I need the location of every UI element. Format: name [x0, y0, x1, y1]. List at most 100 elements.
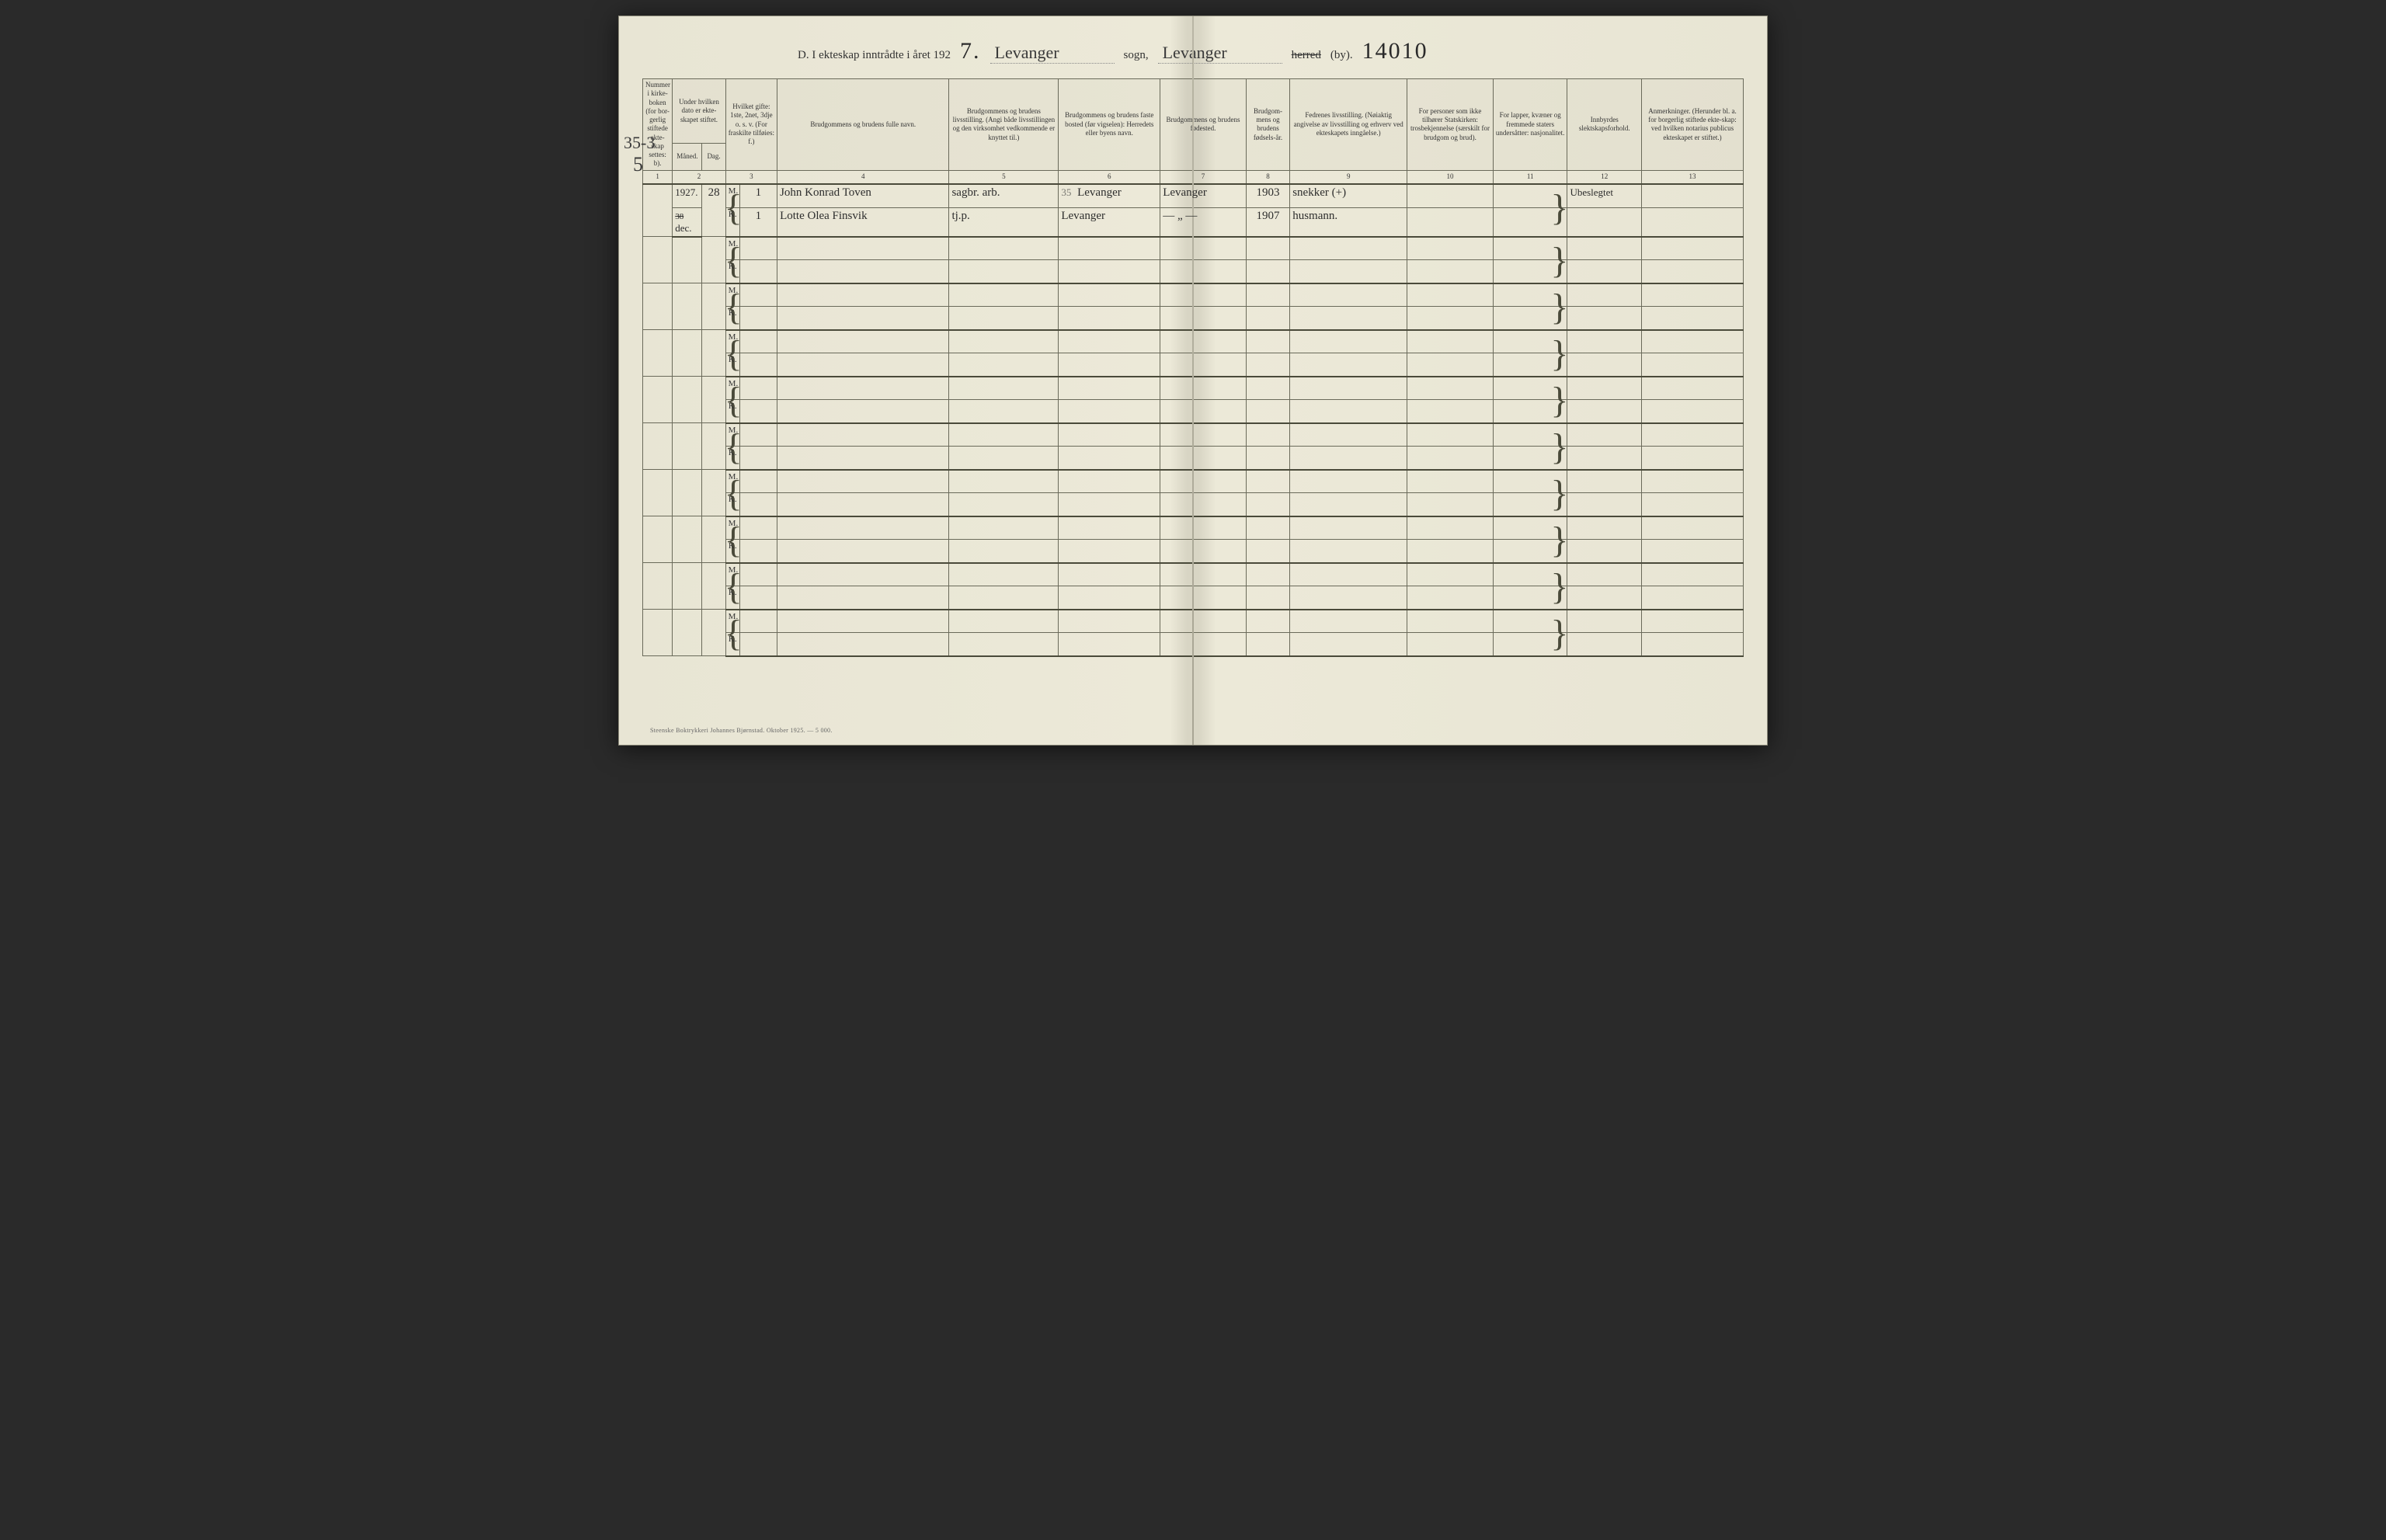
cell-empty	[643, 330, 673, 377]
cell-empty	[1246, 540, 1289, 563]
cell-empty	[1290, 540, 1407, 563]
cell-empty	[739, 540, 777, 563]
cell-empty	[739, 516, 777, 540]
cell-empty	[1160, 307, 1247, 330]
col-header: Brudgommens og brudens livsstilling. (An…	[949, 79, 1059, 171]
title-sogn-label: sogn,	[1124, 49, 1149, 62]
cell-empty	[777, 307, 949, 330]
mk-m: M.	[729, 239, 739, 249]
cell-empty	[1246, 353, 1289, 377]
cell-empty	[1493, 633, 1567, 656]
table-body: 1927. 28 { M. 1 John Konrad Toven sagbr.…	[643, 184, 1744, 656]
colnum: 9	[1290, 170, 1407, 184]
ledger-book-spread: 35-3 5 D. I ekteskap inntrådte i året 19…	[618, 16, 1768, 746]
cell-empty	[739, 447, 777, 470]
mk-label: {M.	[725, 423, 739, 447]
colnum: 4	[777, 170, 949, 184]
mk-label: K.	[725, 207, 739, 237]
cell-empty	[949, 330, 1059, 353]
cell-empty	[1290, 586, 1407, 610]
cell-empty	[1642, 353, 1744, 377]
cell-empty	[673, 470, 702, 516]
cell-bosted: 35 Levanger	[1059, 184, 1160, 207]
mk-m: M.	[729, 612, 739, 621]
table-row: K.	[643, 586, 1744, 610]
cell-empty	[777, 283, 949, 307]
cell-bosted-text: Levanger	[1077, 186, 1122, 199]
mk-label: {M.	[725, 283, 739, 307]
cell-empty	[1290, 516, 1407, 540]
cell-empty	[739, 470, 777, 493]
colnum: 13	[1642, 170, 1744, 184]
colnum: 1	[643, 170, 673, 184]
cell-empty	[1160, 283, 1247, 307]
cell-empty	[1290, 400, 1407, 423]
cell-empty	[1407, 330, 1494, 353]
mk-label: K.	[725, 633, 739, 656]
cell-empty	[673, 610, 702, 656]
table-row: {M. }	[643, 330, 1744, 353]
cell-empty	[1160, 586, 1247, 610]
cell-empty	[1407, 353, 1494, 377]
mk-label: K.	[725, 260, 739, 283]
cell-empty	[1642, 237, 1744, 260]
cell-empty	[673, 283, 702, 330]
mk-m: M.	[729, 519, 739, 528]
cell-empty	[1407, 447, 1494, 470]
cell-empty	[1290, 307, 1407, 330]
col-header: Brudgommens og brudens faste bosted (før…	[1059, 79, 1160, 171]
cell-empty	[1290, 447, 1407, 470]
cell-empty	[777, 516, 949, 540]
title-prefix: D. I ekteskap inntrådte i året 192	[798, 49, 951, 62]
cell-empty	[1642, 447, 1744, 470]
cell-empty	[949, 540, 1059, 563]
cell-empty	[777, 586, 949, 610]
table-row: K.	[643, 493, 1744, 516]
cell-empty	[1290, 610, 1407, 633]
mk-label: K.	[725, 493, 739, 516]
cell-empty	[1567, 540, 1642, 563]
cell-empty: }	[1493, 237, 1567, 260]
cell-empty	[1160, 330, 1247, 353]
cell-empty	[1246, 586, 1289, 610]
table-row: K.	[643, 260, 1744, 283]
mk-label: K.	[725, 353, 739, 377]
mk-label: {M.	[725, 377, 739, 400]
cell-empty	[1059, 540, 1160, 563]
cell-empty	[702, 610, 725, 656]
cell-empty	[1642, 330, 1744, 353]
cell-empty	[739, 400, 777, 423]
cell-empty	[1642, 563, 1744, 586]
cell-empty	[949, 470, 1059, 493]
cell-empty	[1059, 237, 1160, 260]
cell-empty	[739, 633, 777, 656]
cell-empty	[702, 563, 725, 610]
title-herred-strike: herred	[1292, 49, 1321, 62]
cell-empty	[739, 353, 777, 377]
col-header: Nummer i kirke-boken (for bor-gerlig sti…	[643, 79, 673, 171]
col-header: For lapper, kvæner og fremmede staters u…	[1493, 79, 1567, 171]
cell-empty	[1407, 260, 1494, 283]
cell-empty	[949, 237, 1059, 260]
cell-empty: }	[1493, 423, 1567, 447]
cell-empty	[1407, 563, 1494, 586]
cell-empty	[643, 283, 673, 330]
mk-label: K.	[725, 307, 739, 330]
cell-empty	[1059, 610, 1160, 633]
table-row: K.	[643, 400, 1744, 423]
cell-empty	[673, 423, 702, 470]
cell-empty	[1246, 283, 1289, 307]
cell-empty	[702, 330, 725, 377]
cell-empty	[1567, 563, 1642, 586]
cell-empty	[777, 493, 949, 516]
cell-empty	[1407, 540, 1494, 563]
cell-fodested: — „ —	[1160, 207, 1247, 237]
table-row: {M. }	[643, 470, 1744, 493]
cell-empty	[1059, 260, 1160, 283]
col-subheader: Måned.	[673, 143, 702, 170]
cell-empty	[1642, 586, 1744, 610]
mk-label: {M.	[725, 470, 739, 493]
colnum: 5	[949, 170, 1059, 184]
mk-label: K.	[725, 540, 739, 563]
cell-empty	[1160, 470, 1247, 493]
